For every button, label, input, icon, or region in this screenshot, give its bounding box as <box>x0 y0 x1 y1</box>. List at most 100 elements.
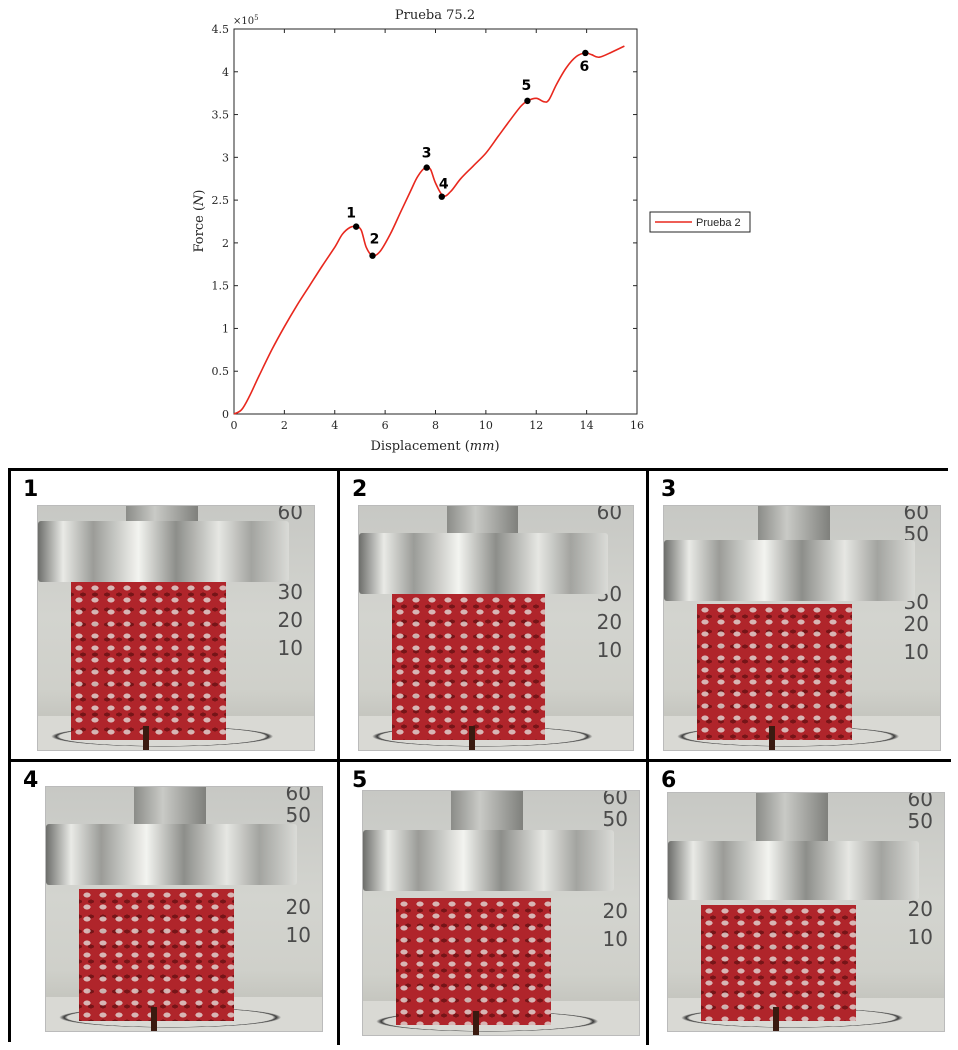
y-tick-label: 2 <box>222 237 229 250</box>
specimen-stand <box>768 725 775 750</box>
marked-point-label: 6 <box>579 59 589 75</box>
ruler: 60 50 20 10 <box>261 787 311 1002</box>
ruler-mark: 20 <box>596 610 623 634</box>
ruler: 60 50 20 10 <box>883 793 933 1002</box>
y-tick-label: 2.5 <box>212 194 230 207</box>
press-platen <box>664 540 916 602</box>
compression-photo: 60 30 20 10 <box>37 505 315 751</box>
ruler: 60 50 30 20 10 <box>879 506 929 721</box>
photo-panel-6: 6 60 50 20 10 <box>649 762 951 1045</box>
marked-point-label: 1 <box>346 206 356 222</box>
y-axis-ticks: 0 0.5 1 1.5 2 2.5 3 3.5 4 4.5 <box>212 23 637 421</box>
marked-point <box>438 193 445 200</box>
plot-area <box>233 28 638 415</box>
photo-panel-3: 3 60 50 30 20 10 <box>649 471 951 762</box>
photo-panel-2: 2 60 30 20 10 <box>340 471 649 762</box>
x-tick-label: 4 <box>331 419 338 432</box>
ruler-mark: 10 <box>596 638 623 662</box>
panel-label: 2 <box>352 477 368 502</box>
ruler-mark: 60 <box>903 505 929 524</box>
specimen-stand <box>468 725 475 750</box>
x-tick-label: 16 <box>630 419 644 432</box>
x-tick-label: 2 <box>281 419 288 432</box>
ruler: 60 50 20 10 <box>578 791 628 1006</box>
x-tick-label: 14 <box>580 419 594 432</box>
marked-point <box>369 252 376 259</box>
ruler-mark: 60 <box>907 792 933 811</box>
ruler-mark: 20 <box>277 608 303 632</box>
y-tick-label: 0.5 <box>212 365 230 378</box>
ruler-mark: 60 <box>596 505 623 524</box>
ruler-mark: 20 <box>907 897 933 921</box>
y-tick-label: 1.5 <box>212 280 230 293</box>
specimen-stand <box>150 1006 157 1031</box>
panel-label: 6 <box>661 768 677 793</box>
lattice-specimen <box>71 581 226 741</box>
ruler-mark: 20 <box>903 612 929 636</box>
chart-title: Prueba 75.2 <box>395 8 475 23</box>
ruler-mark: 50 <box>907 809 933 833</box>
panel-label: 3 <box>661 477 677 502</box>
marked-point <box>423 164 430 171</box>
y-tick-label: 1 <box>222 322 229 335</box>
compression-photo: 60 50 20 10 <box>362 790 640 1036</box>
ruler-mark: 10 <box>903 640 929 664</box>
y-axis-label: Force (N) <box>192 190 207 253</box>
press-platen <box>359 532 609 594</box>
ruler-mark: 10 <box>285 923 311 947</box>
y-tick-label: 3.5 <box>212 109 230 122</box>
x-tick-label: 10 <box>479 419 493 432</box>
ruler-mark: 30 <box>277 580 303 604</box>
press-column <box>756 793 829 846</box>
x-axis-label: Displacement (mm) <box>370 439 499 454</box>
x-tick-label: 0 <box>231 419 238 432</box>
marked-point-label: 3 <box>422 146 432 162</box>
ruler-mark: 10 <box>907 925 933 949</box>
y-axis-multiplier: ×105 <box>233 14 259 27</box>
ruler: 60 30 20 10 <box>253 506 303 721</box>
ruler-mark: 10 <box>602 927 628 951</box>
y-tick-label: 0 <box>222 408 229 421</box>
press-platen <box>668 840 920 901</box>
ruler-mark: 20 <box>285 895 311 919</box>
legend-label: Prueba 2 <box>696 217 741 229</box>
y-tick-label: 4 <box>222 66 229 79</box>
ruler-mark: 60 <box>285 786 311 805</box>
marked-point <box>352 223 360 230</box>
marked-point-label: 4 <box>439 177 449 193</box>
marked-point <box>524 97 531 105</box>
x-tick-label: 6 <box>382 419 389 432</box>
ruler-mark: 10 <box>277 636 303 660</box>
photo-panel-4: 4 60 50 20 10 <box>11 762 340 1045</box>
specimen-stand <box>772 1007 779 1031</box>
x-axis-ticks: 0 2 4 6 8 10 12 14 16 <box>231 29 644 432</box>
ruler-mark: 20 <box>602 899 628 923</box>
marked-point-label: 5 <box>522 78 532 94</box>
ruler-mark: 60 <box>602 790 628 809</box>
x-tick-label: 8 <box>432 419 439 432</box>
panel-label: 5 <box>352 768 368 793</box>
lattice-specimen <box>697 603 852 741</box>
marked-point <box>582 49 589 57</box>
specimen-stand <box>473 1010 480 1035</box>
ruler-mark: 60 <box>277 505 303 524</box>
lattice-specimen <box>396 898 551 1026</box>
y-tick-label: 4.5 <box>212 23 230 36</box>
photo-grid: 1 60 30 20 10 2 60 30 20 10 <box>8 468 951 1045</box>
panel-label: 4 <box>23 768 39 793</box>
compression-photo: 60 50 20 10 <box>667 792 945 1032</box>
legend-box <box>649 211 751 233</box>
compression-photo: 60 50 20 10 <box>45 786 323 1032</box>
lattice-specimen <box>701 904 856 1022</box>
panel-label: 1 <box>23 477 39 502</box>
legend: Prueba 2 <box>649 211 751 233</box>
compression-photo: 60 50 30 20 10 <box>663 505 941 751</box>
photo-panel-1: 1 60 30 20 10 <box>11 471 340 762</box>
press-platen <box>363 830 615 892</box>
y-tick-label: 3 <box>222 151 229 164</box>
ruler-mark: 50 <box>285 803 311 827</box>
specimen-stand <box>142 725 149 750</box>
marked-point-label: 2 <box>370 232 380 248</box>
compression-photo: 60 30 20 10 <box>358 505 634 751</box>
